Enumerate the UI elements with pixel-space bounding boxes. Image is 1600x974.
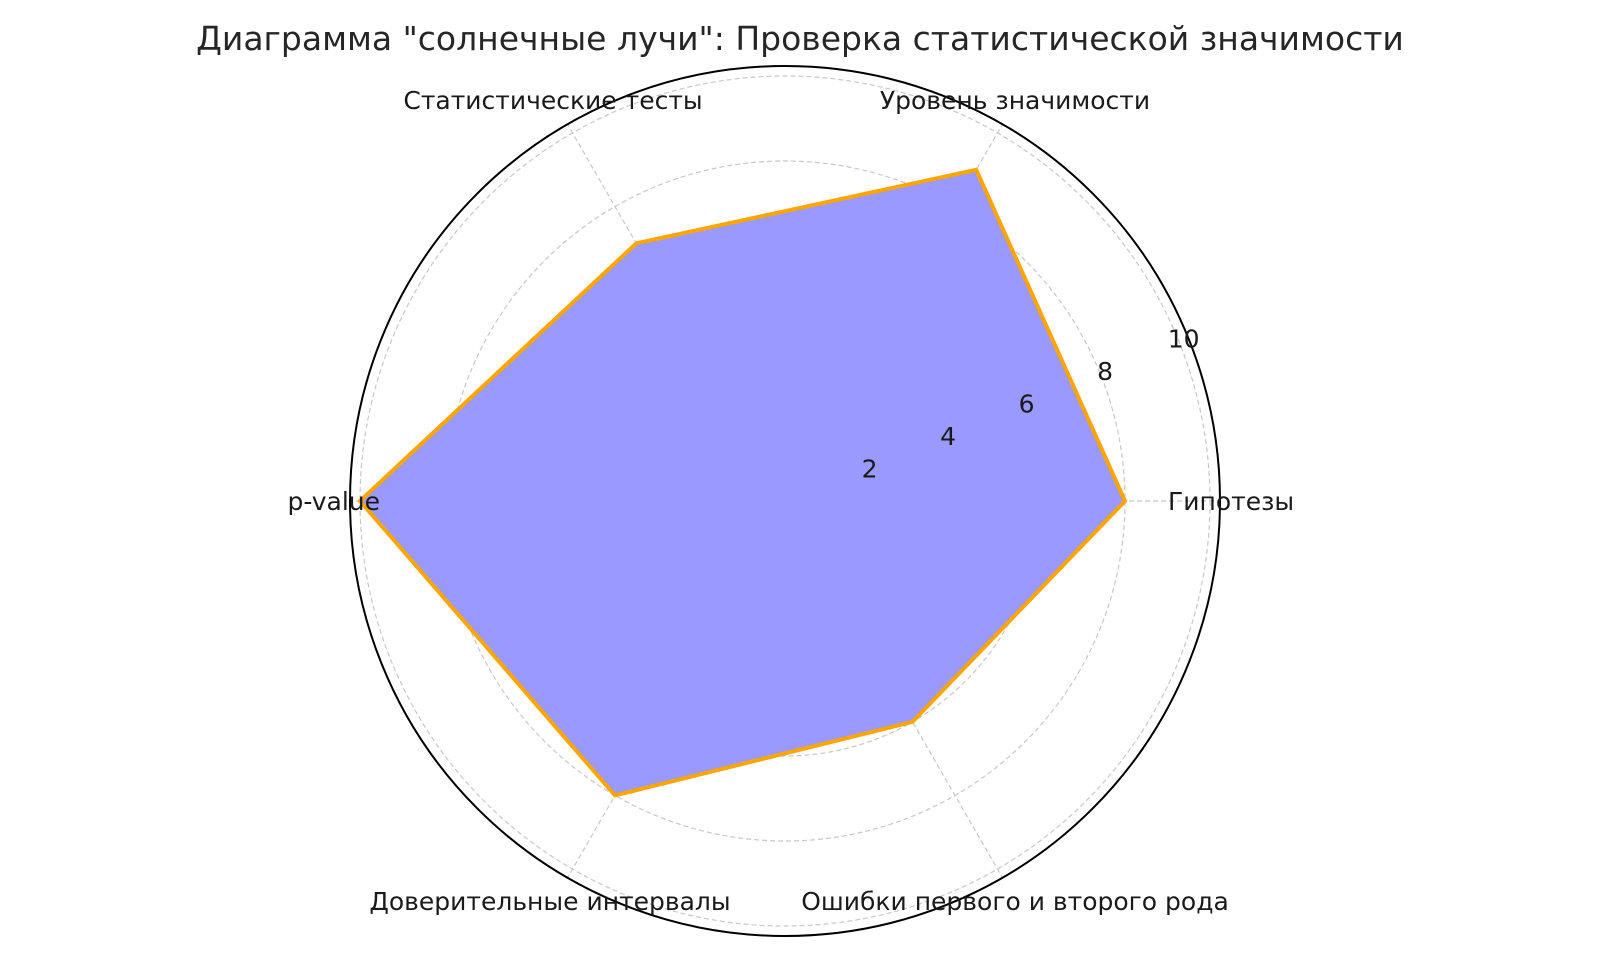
category-label: Уровень значимости: [880, 86, 1150, 115]
series: [357, 167, 1128, 798]
radial-tick-label: 8: [1097, 357, 1113, 386]
category-label: Доверительные интервалы: [369, 887, 730, 916]
category-label: Гипотезы: [1168, 487, 1294, 516]
polar-spine: [349, 65, 1221, 937]
radial-tick-label: 10: [1168, 324, 1200, 353]
category-labels: Гипотезы Уровень значимости Статистические…: [287, 86, 1294, 916]
category-label: p-value: [287, 487, 380, 516]
radial-tick-label: 6: [1019, 389, 1035, 418]
radial-tick-label: 4: [940, 422, 956, 451]
radial-ticks: 2 4 6 8 10: [862, 324, 1200, 483]
category-label: Ошибки первого и второго рода: [801, 887, 1229, 916]
series-fill: [360, 169, 1125, 796]
chart-title: Диаграмма "солнечные лучи": Проверка ста…: [196, 19, 1404, 58]
radial-tick-label: 2: [862, 454, 878, 483]
category-label: Статистические тесты: [403, 86, 702, 115]
